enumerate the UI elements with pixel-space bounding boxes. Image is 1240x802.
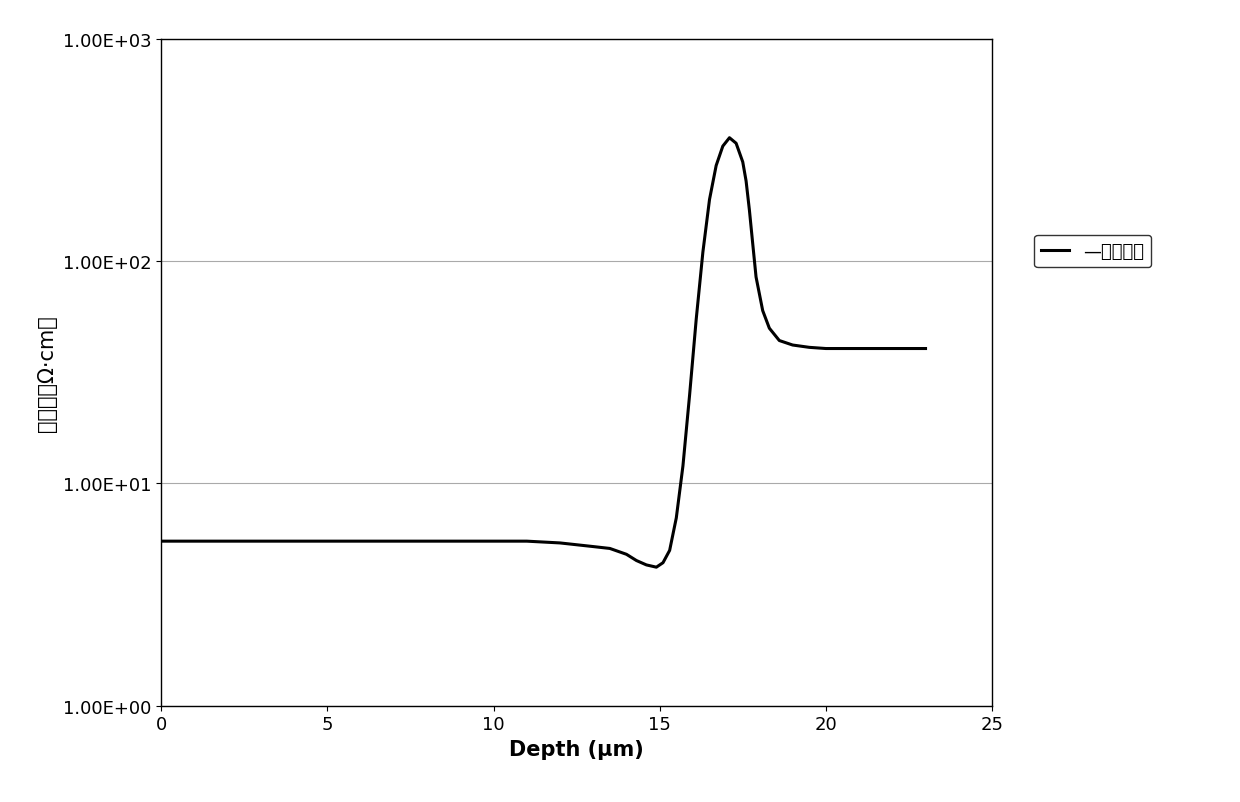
Legend: —器件要求: —器件要求 xyxy=(1034,236,1151,268)
X-axis label: Depth (μm): Depth (μm) xyxy=(510,739,644,759)
Y-axis label: 电阔率（Ω·cm）: 电阔率（Ω·cm） xyxy=(37,314,57,431)
